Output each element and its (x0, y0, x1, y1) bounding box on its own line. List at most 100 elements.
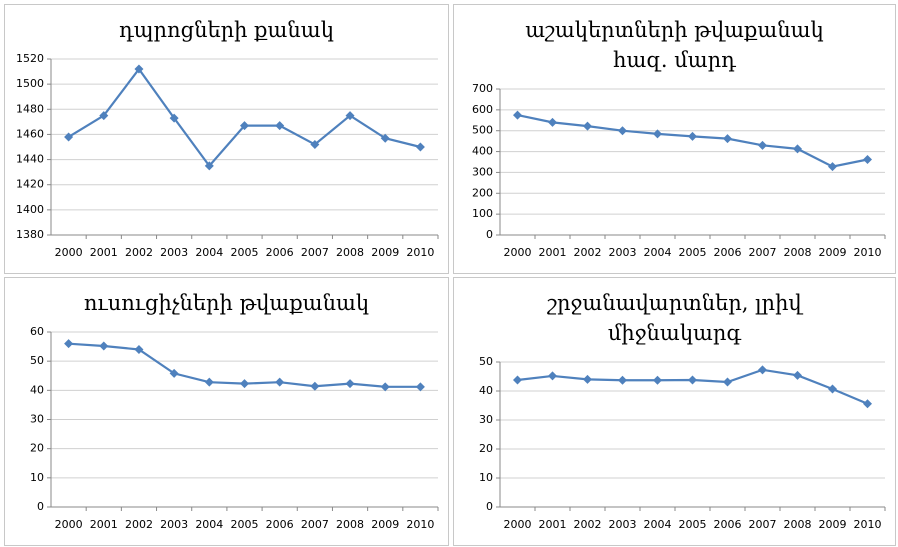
y-tick-label: 20 (479, 442, 493, 455)
x-tick-label: 2002 (125, 246, 153, 259)
x-tick-label: 2010 (406, 246, 434, 259)
data-point (723, 134, 732, 144)
x-tick-label: 2008 (784, 518, 812, 531)
x-tick-label: 2005 (679, 246, 707, 259)
data-point (548, 117, 557, 127)
chart-title: դպրոցների քանակ (5, 15, 448, 45)
x-tick-label: 2005 (679, 518, 707, 531)
chart: 0 10 20 30 40 50 60 2000 2001 2002 2003 2004 2005 200… (30, 325, 439, 531)
data-point (64, 132, 74, 142)
x-tick-label: 2006 (714, 246, 742, 259)
x-tick-label: 2008 (784, 246, 812, 259)
data-point (653, 375, 662, 385)
x-tick-label: 2009 (371, 518, 399, 531)
x-tick-label: 2010 (854, 246, 882, 259)
data-point (758, 365, 767, 375)
x-tick-label: 2004 (644, 518, 672, 531)
y-tick-label: 1520 (16, 52, 44, 65)
y-tick-label: 1500 (16, 77, 44, 90)
y-tick-label: 600 (472, 103, 493, 116)
x-tick-label: 2001 (539, 246, 567, 259)
title-text: աշակերտների թվաքանակ (525, 18, 824, 42)
chart-panel: դպրոցների քանակ 1380 1400 1420 1440 1460 1480 1… (4, 4, 449, 274)
y-tick-label: 50 (30, 354, 44, 367)
data-point (688, 131, 697, 141)
title-text: շրջանավարտներ, լրիվ միջնակարգ (547, 291, 802, 345)
y-tick-label: 400 (472, 145, 493, 158)
chart-title: շրջանավարտներ, լրիվ միջնակարգ (454, 288, 895, 348)
series-line (517, 368, 868, 405)
data-point (64, 339, 74, 349)
data-point (134, 64, 144, 74)
data-point (99, 341, 109, 351)
subtitle-text: հազ. մարդ (613, 48, 736, 72)
y-tick-label: 60 (30, 325, 44, 338)
title-text: ուսուցիչների թվաքանակ (83, 291, 370, 315)
x-tick-label: 2003 (160, 246, 188, 259)
data-point (134, 345, 144, 354)
y-tick-label: 1420 (16, 178, 44, 191)
x-tick-label: 2008 (336, 246, 364, 259)
y-tick-label: 50 (479, 355, 493, 368)
data-point (204, 377, 214, 387)
data-point (240, 379, 249, 389)
x-tick-label: 2006 (266, 518, 294, 531)
y-tick-label: 40 (30, 383, 44, 396)
y-tick-label: 300 (472, 165, 493, 178)
chart-panel: շրջանավարտներ, լրիվ միջնակարգ 0 10 20 30 40 50… (453, 277, 896, 546)
y-tick-label: 10 (479, 471, 493, 484)
y-tick-label: 0 (486, 228, 493, 241)
x-tick-label: 2006 (266, 246, 294, 259)
data-point (793, 144, 802, 154)
x-tick-label: 2001 (539, 518, 567, 531)
x-tick-label: 2003 (609, 246, 637, 259)
y-tick-label: 40 (479, 384, 493, 397)
y-tick-label: 1460 (16, 127, 44, 140)
data-point (688, 375, 697, 385)
data-point (380, 382, 390, 392)
x-tick-label: 2000 (504, 518, 532, 531)
x-tick-label: 2007 (301, 246, 329, 259)
chart-title: ուսուցիչների թվաքանակ (5, 288, 448, 318)
data-point (345, 111, 355, 121)
data-point (275, 377, 285, 387)
x-tick-label: 2003 (160, 518, 188, 531)
y-tick-label: 1480 (16, 102, 44, 115)
chart-title: աշակերտների թվաքանակ հազ. մարդ (454, 15, 895, 75)
data-point (618, 375, 627, 385)
x-tick-label: 2000 (55, 518, 83, 531)
data-point (204, 161, 214, 171)
data-point (863, 399, 872, 409)
data-point (828, 384, 837, 394)
data-point (275, 121, 285, 131)
x-tick-label: 2010 (854, 518, 882, 531)
y-tick-label: 200 (472, 186, 493, 199)
y-tick-label: 500 (472, 124, 493, 137)
data-point (513, 375, 522, 385)
x-tick-label: 2009 (819, 518, 847, 531)
chart: 0 100 200 300 400 500 600 700 2000 2001 2002 2003 20… (472, 82, 886, 259)
x-tick-label: 2004 (644, 246, 672, 259)
data-point (653, 129, 662, 139)
x-tick-label: 2000 (55, 246, 83, 259)
chart-panel: աշակերտների թվաքանակ հազ. մարդ 0 100 200 300 4… (453, 4, 896, 274)
y-tick-label: 1380 (16, 228, 44, 241)
x-tick-label: 2002 (125, 518, 153, 531)
data-point (169, 113, 179, 123)
data-point (618, 126, 627, 136)
data-point (828, 162, 837, 172)
x-tick-label: 2004 (195, 246, 223, 259)
data-point (863, 154, 872, 164)
data-point (583, 374, 592, 384)
title-text: դպրոցների քանակ (119, 18, 334, 42)
x-tick-label: 2009 (371, 246, 399, 259)
x-tick-label: 2002 (574, 518, 602, 531)
x-tick-label: 2007 (301, 518, 329, 531)
x-tick-label: 2001 (90, 518, 118, 531)
data-point (758, 140, 767, 150)
x-tick-label: 2009 (819, 246, 847, 259)
x-tick-label: 2002 (574, 246, 602, 259)
data-point (513, 110, 522, 120)
x-tick-label: 2001 (90, 246, 118, 259)
